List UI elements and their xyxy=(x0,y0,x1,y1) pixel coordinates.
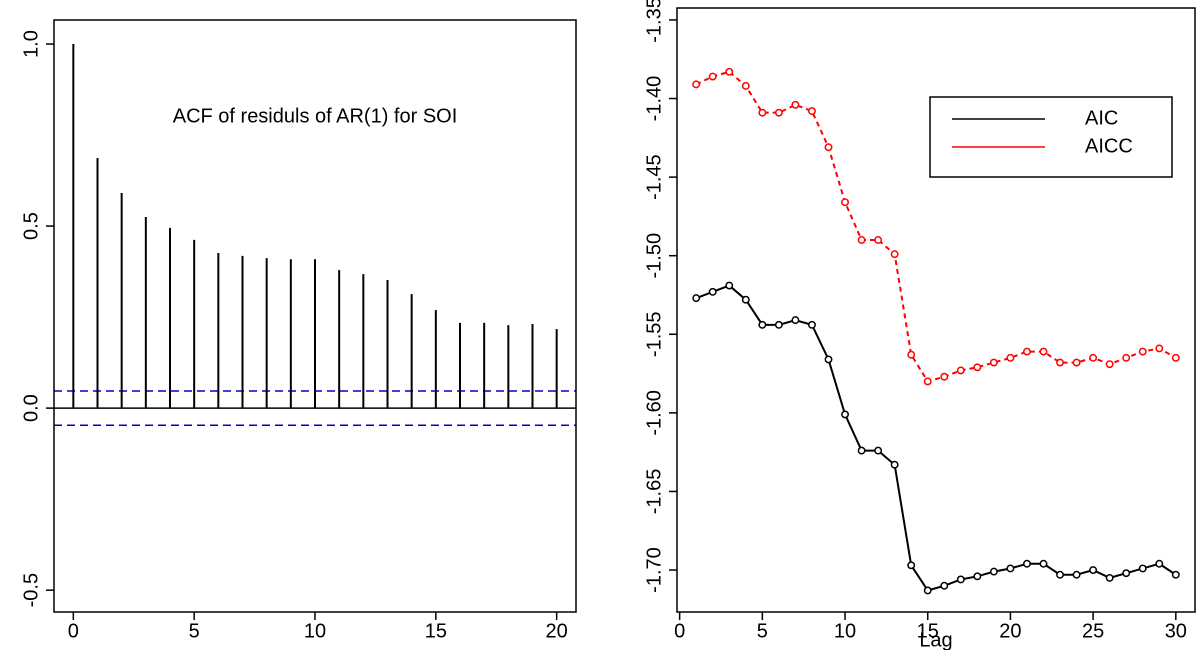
point xyxy=(1089,353,1098,362)
point xyxy=(940,581,949,590)
point xyxy=(774,108,783,117)
point xyxy=(923,586,932,595)
x-tick-label: 10 xyxy=(834,620,856,642)
point xyxy=(1105,573,1114,582)
point xyxy=(1155,559,1164,568)
point xyxy=(907,561,916,570)
y-tick-label: -1.50 xyxy=(643,233,665,279)
x-tick-label: 15 xyxy=(917,620,939,642)
point xyxy=(1006,353,1015,362)
point xyxy=(725,281,734,290)
x-tick-label: 0 xyxy=(68,620,79,642)
x-tick-label: 20 xyxy=(999,620,1021,642)
point xyxy=(857,446,866,455)
point xyxy=(741,82,750,90)
point xyxy=(1006,564,1015,573)
point xyxy=(1138,564,1147,573)
point xyxy=(708,72,717,81)
y-tick-label: -1.65 xyxy=(643,469,665,515)
point xyxy=(824,355,833,364)
x-axis-label: Lag xyxy=(919,629,952,650)
point xyxy=(956,366,965,375)
y-tick-label: -1.45 xyxy=(643,154,665,200)
point xyxy=(940,372,949,381)
point xyxy=(874,236,883,244)
point xyxy=(1122,569,1131,578)
legend-label: AIC xyxy=(1085,107,1118,129)
chart-title: ACF of residuls of AR(1) for SOI xyxy=(173,105,458,127)
point xyxy=(808,320,816,329)
y-tick-label: -1.60 xyxy=(643,390,665,436)
point xyxy=(890,460,899,469)
point xyxy=(774,320,783,329)
point xyxy=(1171,570,1180,579)
y-tick-label: 0.0 xyxy=(20,394,42,422)
point xyxy=(841,198,849,207)
point xyxy=(989,567,998,576)
point xyxy=(841,410,849,419)
point xyxy=(758,108,767,117)
x-tick-label: 5 xyxy=(189,620,200,642)
point xyxy=(1023,347,1031,356)
point xyxy=(741,295,750,304)
point xyxy=(824,143,833,152)
point xyxy=(708,287,717,296)
y-tick-label: -1.70 xyxy=(643,547,665,593)
point xyxy=(973,572,982,581)
point xyxy=(725,67,734,76)
point xyxy=(791,100,800,109)
point xyxy=(808,107,816,116)
point xyxy=(1023,559,1031,568)
point xyxy=(791,316,800,325)
plot-frame xyxy=(676,7,1196,613)
y-tick-label: -1.35 xyxy=(643,0,665,43)
point xyxy=(1171,353,1180,362)
point xyxy=(1155,344,1164,353)
x-tick-label: 30 xyxy=(1165,620,1187,642)
x-tick-label: 5 xyxy=(757,620,768,642)
point xyxy=(1039,347,1048,356)
point xyxy=(857,236,866,244)
point xyxy=(1138,347,1147,356)
point xyxy=(758,320,767,329)
point xyxy=(1089,566,1098,574)
x-tick-label: 20 xyxy=(546,620,568,642)
legend-label: AICC xyxy=(1085,135,1133,157)
x-tick-label: 25 xyxy=(1082,620,1104,642)
point xyxy=(989,358,998,367)
y-tick-label: -1.55 xyxy=(643,311,665,357)
series-line xyxy=(695,284,1177,592)
x-tick-label: 15 xyxy=(425,620,447,642)
point xyxy=(692,80,701,89)
y-tick-label: 1.0 xyxy=(20,30,42,58)
point xyxy=(1056,358,1064,367)
point xyxy=(1056,570,1064,579)
point xyxy=(874,446,883,455)
point xyxy=(923,377,932,386)
point xyxy=(692,294,701,303)
point xyxy=(1072,570,1081,579)
point xyxy=(956,575,965,584)
point xyxy=(973,363,982,372)
x-tick-label: 0 xyxy=(674,620,685,642)
legend-box xyxy=(929,96,1173,178)
point xyxy=(1105,360,1114,369)
point xyxy=(1122,353,1131,362)
point xyxy=(1039,559,1048,568)
point xyxy=(890,250,899,259)
point xyxy=(1072,358,1081,367)
y-tick-label: -0.5 xyxy=(20,573,42,607)
y-tick-label: 0.5 xyxy=(20,212,42,240)
y-tick-label: -1.40 xyxy=(643,76,665,122)
point xyxy=(907,350,916,359)
x-tick-label: 10 xyxy=(304,620,326,642)
